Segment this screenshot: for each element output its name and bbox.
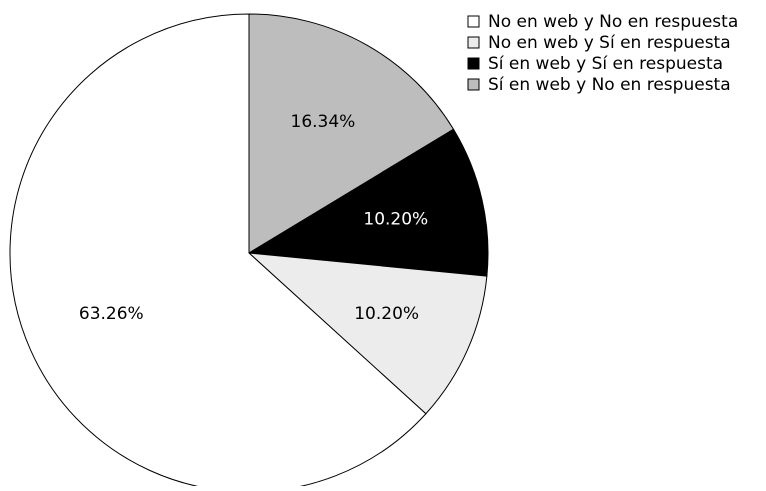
- legend-label-no-en-web-y-no-en-respuesta: No en web y No en respuesta: [488, 12, 738, 32]
- pie-slices: [9, 13, 489, 491]
- legend-swatch-si-en-web-y-si-en-respuesta: [467, 57, 480, 70]
- pie-slice-si-en-web-y-no-en-respuesta: [248, 13, 455, 254]
- pie-slice-label-no-en-web-y-no-en-respuesta: 63.26%: [79, 304, 144, 324]
- pie-slice-label-si-en-web-y-no-en-respuesta: 16.34%: [291, 112, 356, 132]
- pie-slice-no-en-web-y-si-en-respuesta: [247, 252, 488, 415]
- legend-label-si-en-web-y-no-en-respuesta: Sí en web y No en respuesta: [488, 75, 731, 95]
- pie-slice-no-en-web-y-no-en-respuesta: [9, 13, 427, 491]
- legend-label-no-en-web-y-si-en-respuesta: No en web y Sí en respuesta: [488, 33, 731, 53]
- legend-label-si-en-web-y-si-en-respuesta: Sí en web y Sí en respuesta: [488, 54, 723, 74]
- legend-swatch-no-en-web-y-no-en-respuesta: [467, 15, 480, 28]
- pie-slice-si-en-web-y-si-en-respuesta: [247, 128, 489, 277]
- pie-slice-label-no-en-web-y-si-en-respuesta: 10.20%: [354, 304, 419, 324]
- pie-labels: 16.34% 10.20% 10.20% 63.26%: [79, 112, 428, 324]
- legend-swatch-no-en-web-y-si-en-respuesta: [467, 36, 480, 49]
- legend-swatch-si-en-web-y-no-en-respuesta: [467, 78, 480, 91]
- pie-slice-label-si-en-web-y-si-en-respuesta: 10.20%: [363, 210, 428, 230]
